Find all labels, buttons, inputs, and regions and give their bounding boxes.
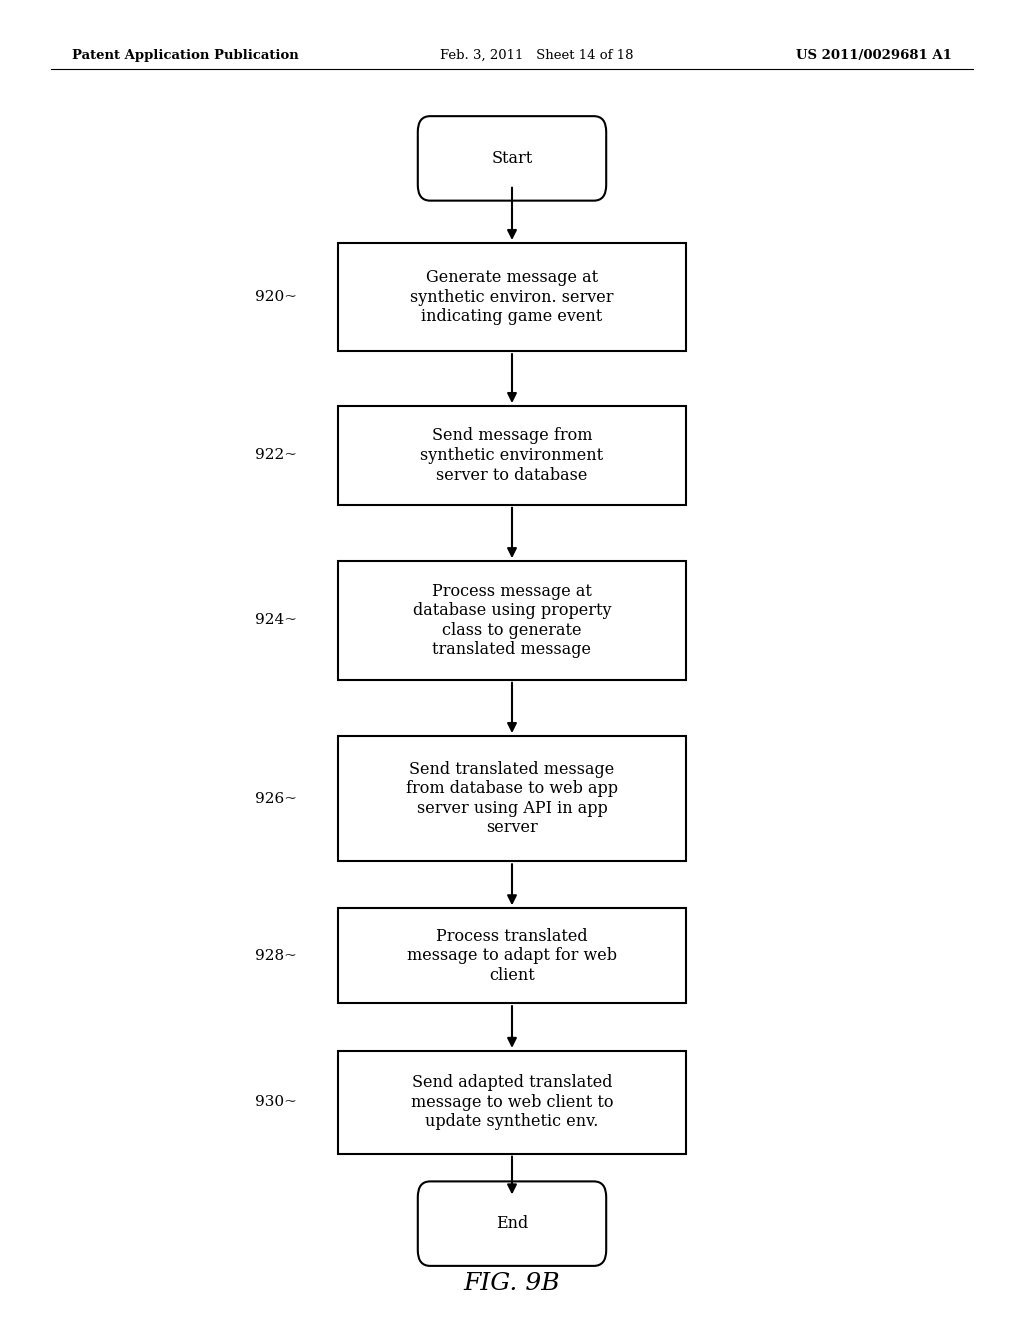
FancyBboxPatch shape <box>338 407 686 504</box>
Text: Process translated
message to adapt for web
client: Process translated message to adapt for … <box>407 928 617 983</box>
Text: Feb. 3, 2011   Sheet 14 of 18: Feb. 3, 2011 Sheet 14 of 18 <box>440 49 634 62</box>
Text: Start: Start <box>492 150 532 166</box>
FancyBboxPatch shape <box>338 561 686 680</box>
Text: FIG. 9B: FIG. 9B <box>464 1271 560 1295</box>
Text: Patent Application Publication: Patent Application Publication <box>72 49 298 62</box>
FancyBboxPatch shape <box>338 243 686 351</box>
FancyBboxPatch shape <box>338 908 686 1003</box>
FancyBboxPatch shape <box>338 737 686 861</box>
Text: 924~: 924~ <box>255 614 297 627</box>
Text: Send adapted translated
message to web client to
update synthetic env.: Send adapted translated message to web c… <box>411 1074 613 1130</box>
Text: 926~: 926~ <box>255 792 297 805</box>
Text: 930~: 930~ <box>255 1096 297 1109</box>
Text: Send translated message
from database to web app
server using API in app
server: Send translated message from database to… <box>406 760 618 837</box>
FancyBboxPatch shape <box>338 1051 686 1154</box>
FancyBboxPatch shape <box>418 116 606 201</box>
Text: Generate message at
synthetic environ. server
indicating game event: Generate message at synthetic environ. s… <box>411 269 613 325</box>
Text: 922~: 922~ <box>255 449 297 462</box>
Text: US 2011/0029681 A1: US 2011/0029681 A1 <box>797 49 952 62</box>
Text: End: End <box>496 1216 528 1232</box>
Text: 920~: 920~ <box>255 290 297 304</box>
Text: 928~: 928~ <box>255 949 297 962</box>
Text: Process message at
database using property
class to generate
translated message: Process message at database using proper… <box>413 582 611 659</box>
Text: Send message from
synthetic environment
server to database: Send message from synthetic environment … <box>421 428 603 483</box>
FancyBboxPatch shape <box>418 1181 606 1266</box>
